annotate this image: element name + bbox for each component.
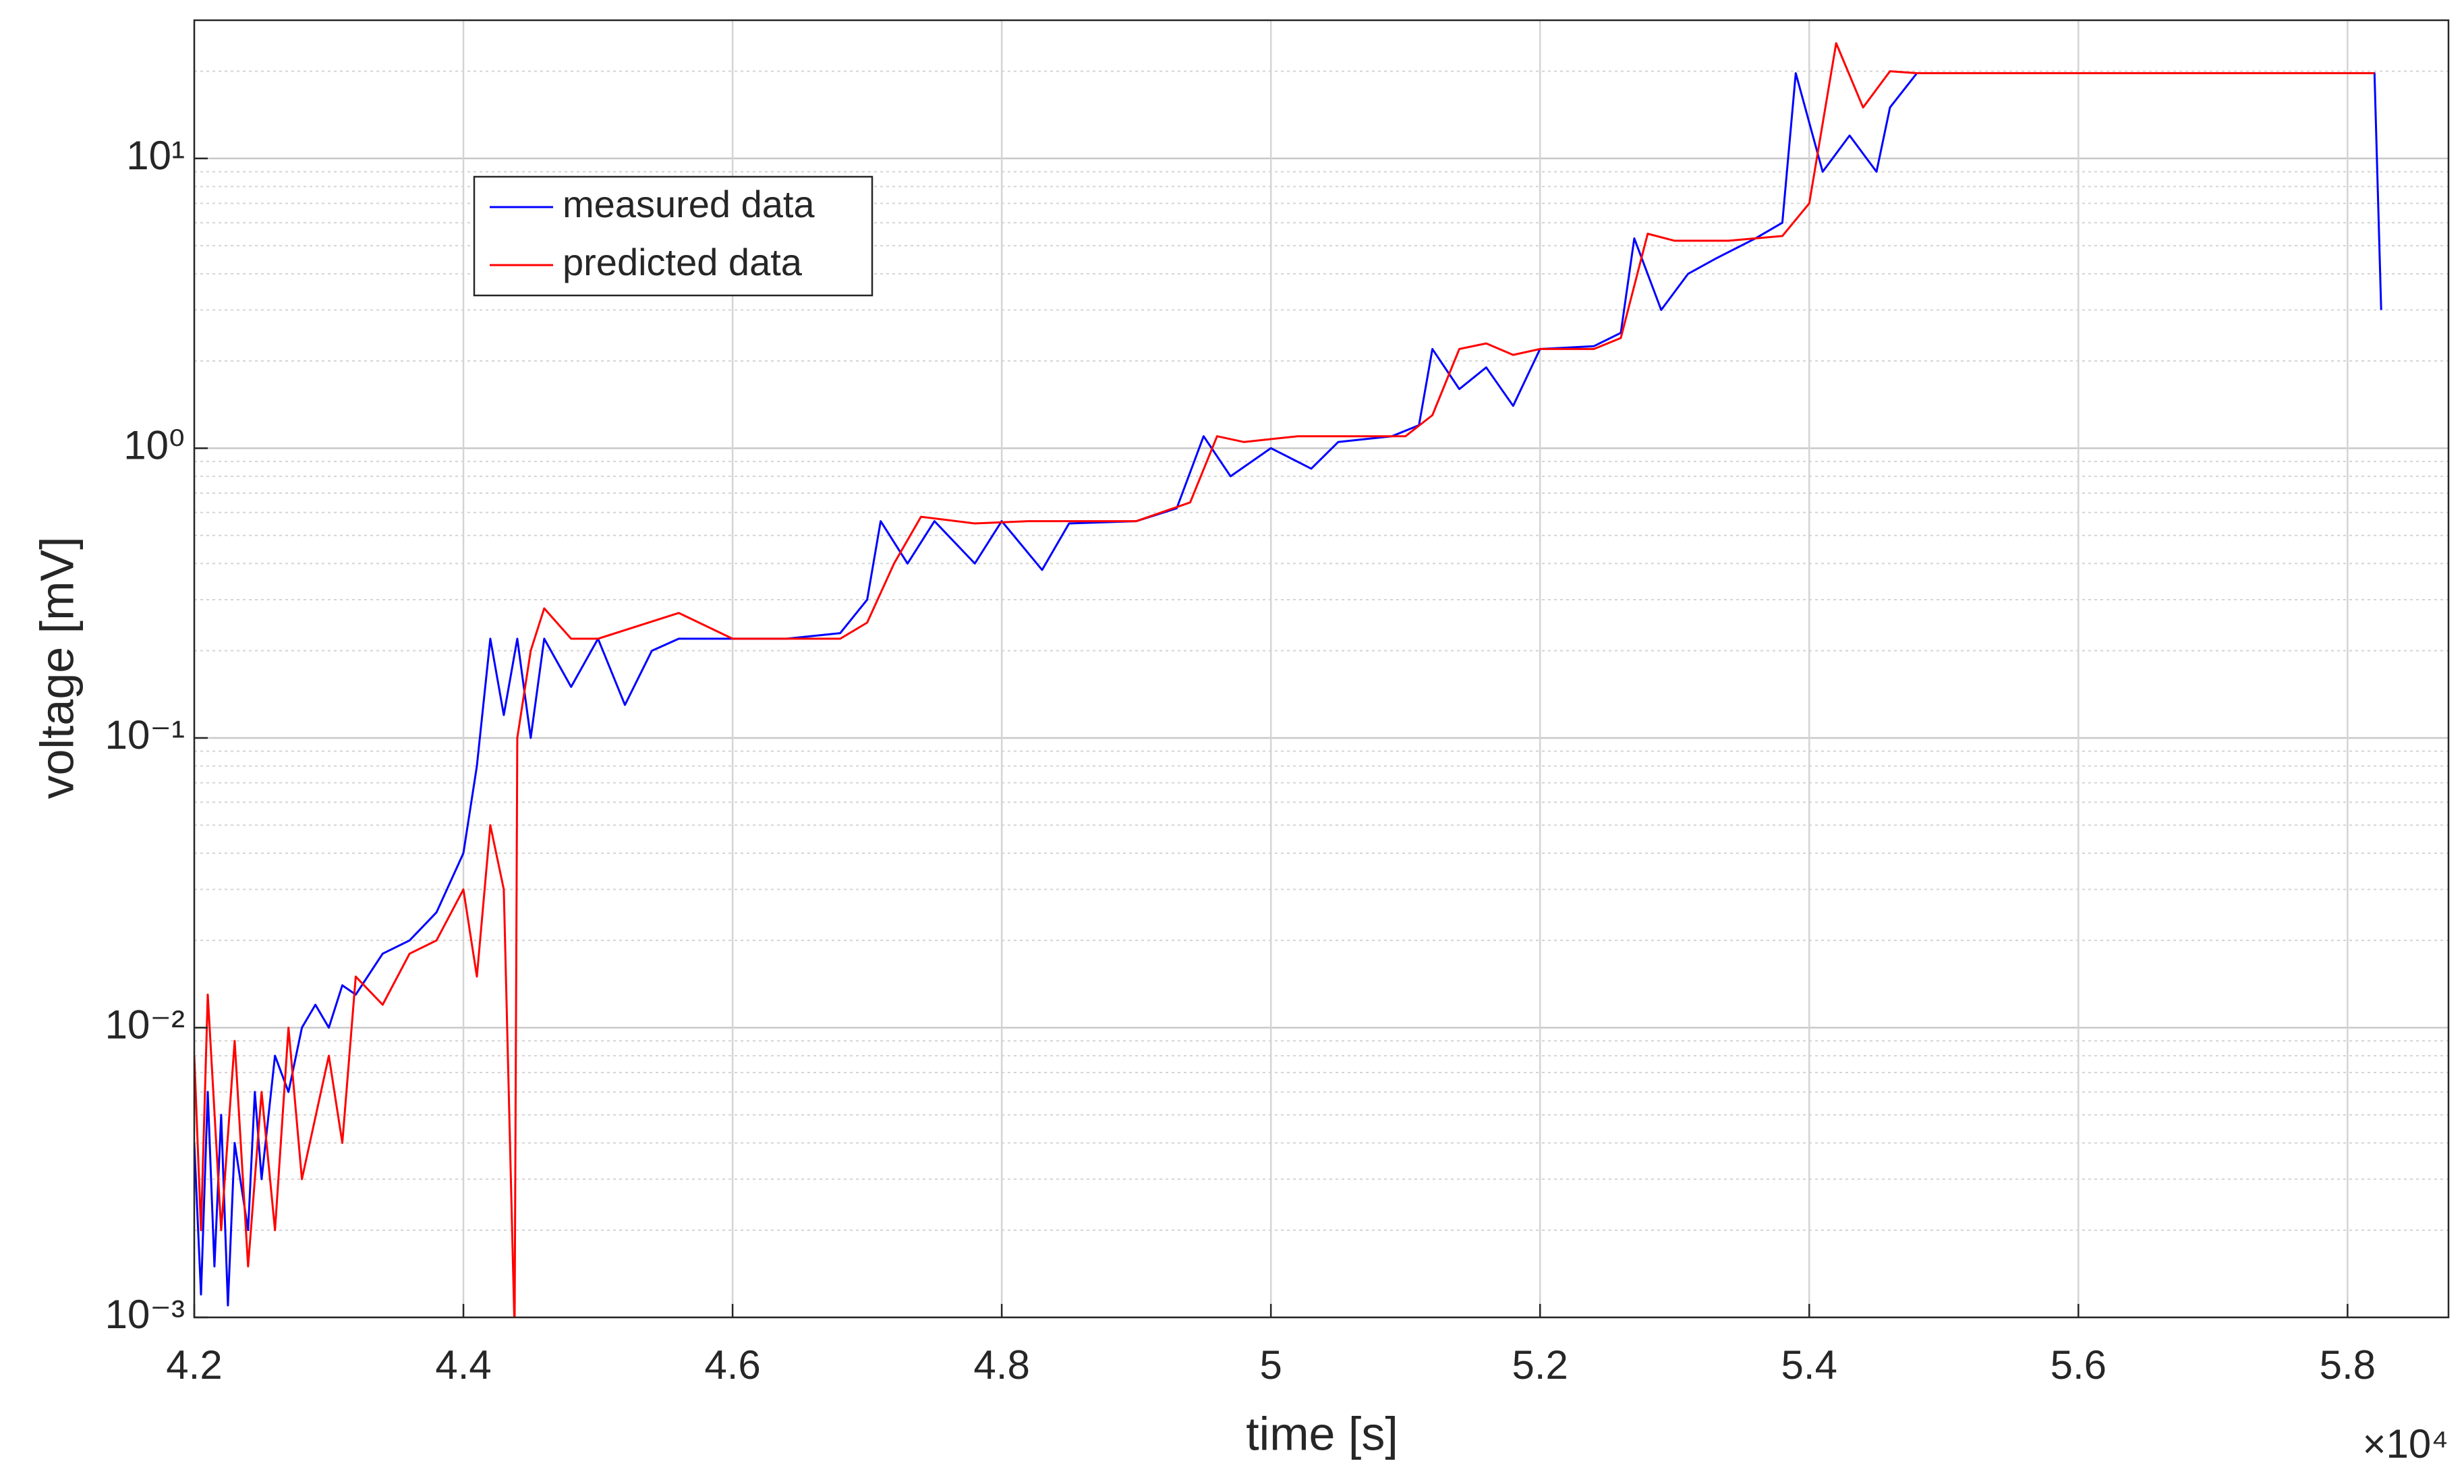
- x-tick-label: 4.8: [973, 1342, 1029, 1388]
- x-tick-label: 4.6: [704, 1342, 760, 1388]
- x-tick-label: 5.2: [1512, 1342, 1568, 1388]
- x-exponent-label: ×10⁴: [2362, 1421, 2448, 1466]
- y-tick-label: 10⁻¹: [105, 712, 185, 758]
- axes-box: [193, 19, 2450, 1319]
- x-tick-label: 5.6: [2051, 1342, 2107, 1388]
- legend-label: measured data: [563, 183, 815, 225]
- y-tick-label: 10⁰: [123, 422, 185, 467]
- y-axis-label: voltage [mV]: [30, 536, 83, 799]
- y-tick-label: 10⁻²: [105, 1002, 185, 1047]
- lines: [194, 42, 2382, 1317]
- x-tick-label: 5: [1259, 1342, 1282, 1388]
- data-line: [194, 72, 2382, 1307]
- y-tick-label: 10⁻³: [105, 1292, 185, 1337]
- x-tick-label: 5.4: [1781, 1342, 1837, 1388]
- x-tick-label: 4.2: [166, 1342, 222, 1388]
- legend: measured data predicted data: [473, 175, 873, 297]
- x-axis-label: time [s]: [1246, 1407, 1398, 1460]
- x-tick-label: 5.8: [2320, 1342, 2376, 1388]
- ticks: 10⁻³ 10⁻² 10⁻¹ 10⁰ 10¹ 4.2 4.4 4.6 4.8 5 5.2 5.4 5.6…: [105, 133, 2376, 1388]
- y-tick-label: 10¹: [126, 133, 185, 178]
- legend-label: predicted data: [563, 241, 803, 283]
- x-tick-label: 4.4: [435, 1342, 491, 1388]
- legend-box: [473, 175, 873, 297]
- data-line: [194, 42, 2375, 1317]
